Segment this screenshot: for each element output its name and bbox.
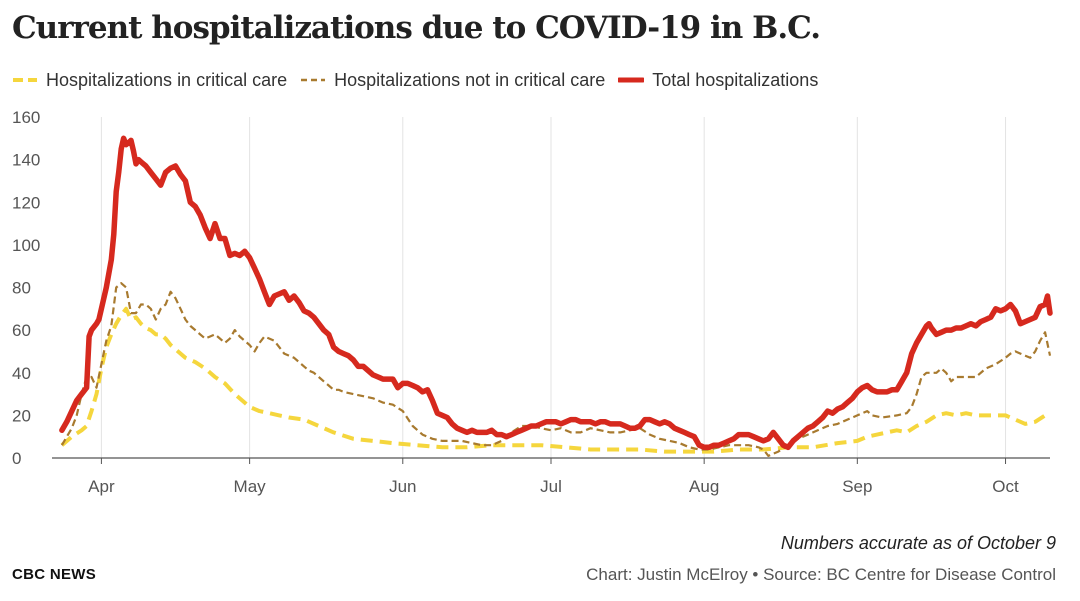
x-tick-label-1: May [234, 477, 267, 496]
x-tick-label-4: Aug [689, 477, 719, 496]
x-tick-label-3: Jul [540, 477, 562, 496]
chart-title: Current hospitalizations due to COVID-19… [12, 10, 821, 46]
y-tick-label-0: 0 [12, 449, 21, 468]
x-tick-label-5: Sep [842, 477, 872, 496]
source-credit: Chart: Justin McElroy • Source: BC Centr… [586, 565, 1056, 584]
y-tick-label-4: 80 [12, 279, 31, 298]
legend-item-total: Total hospitalizations [618, 70, 818, 91]
legend-item-not-critical-care: Hospitalizations not in critical care [300, 70, 605, 91]
accuracy-note: Numbers accurate as of October 9 [780, 533, 1056, 553]
brand-logo: CBC NEWS [12, 566, 97, 583]
legend: Hospitalizations in critical care Hospit… [12, 68, 831, 92]
legend-swatch-critical-care [13, 78, 37, 82]
y-tick-label-6: 120 [12, 193, 40, 212]
x-tick-label-2: Jun [389, 477, 416, 496]
y-tick-label-7: 140 [12, 151, 40, 170]
y-tick-label-2: 40 [12, 364, 31, 383]
y-tick-label-3: 60 [12, 321, 31, 340]
y-tick-label-8: 160 [12, 108, 40, 127]
legend-label-total: Total hospitalizations [652, 69, 819, 90]
series-line-total [59, 135, 1053, 451]
series-line-critical-care [60, 306, 1047, 454]
series-line-not-critical-care [60, 282, 1052, 457]
x-tick-label-6: Oct [992, 477, 1019, 496]
legend-label-not-critical-care: Hospitalizations not in critical care [334, 69, 606, 90]
legend-swatch-total [618, 77, 645, 83]
x-tick-label-0: Apr [88, 477, 115, 496]
legend-label-critical-care: Hospitalizations in critical care [46, 69, 288, 90]
y-tick-label-1: 20 [12, 406, 31, 425]
legend-item-critical-care: Hospitalizations in critical care [12, 70, 287, 91]
legend-swatch-not-critical-care [301, 78, 326, 82]
y-tick-label-5: 100 [12, 236, 40, 255]
